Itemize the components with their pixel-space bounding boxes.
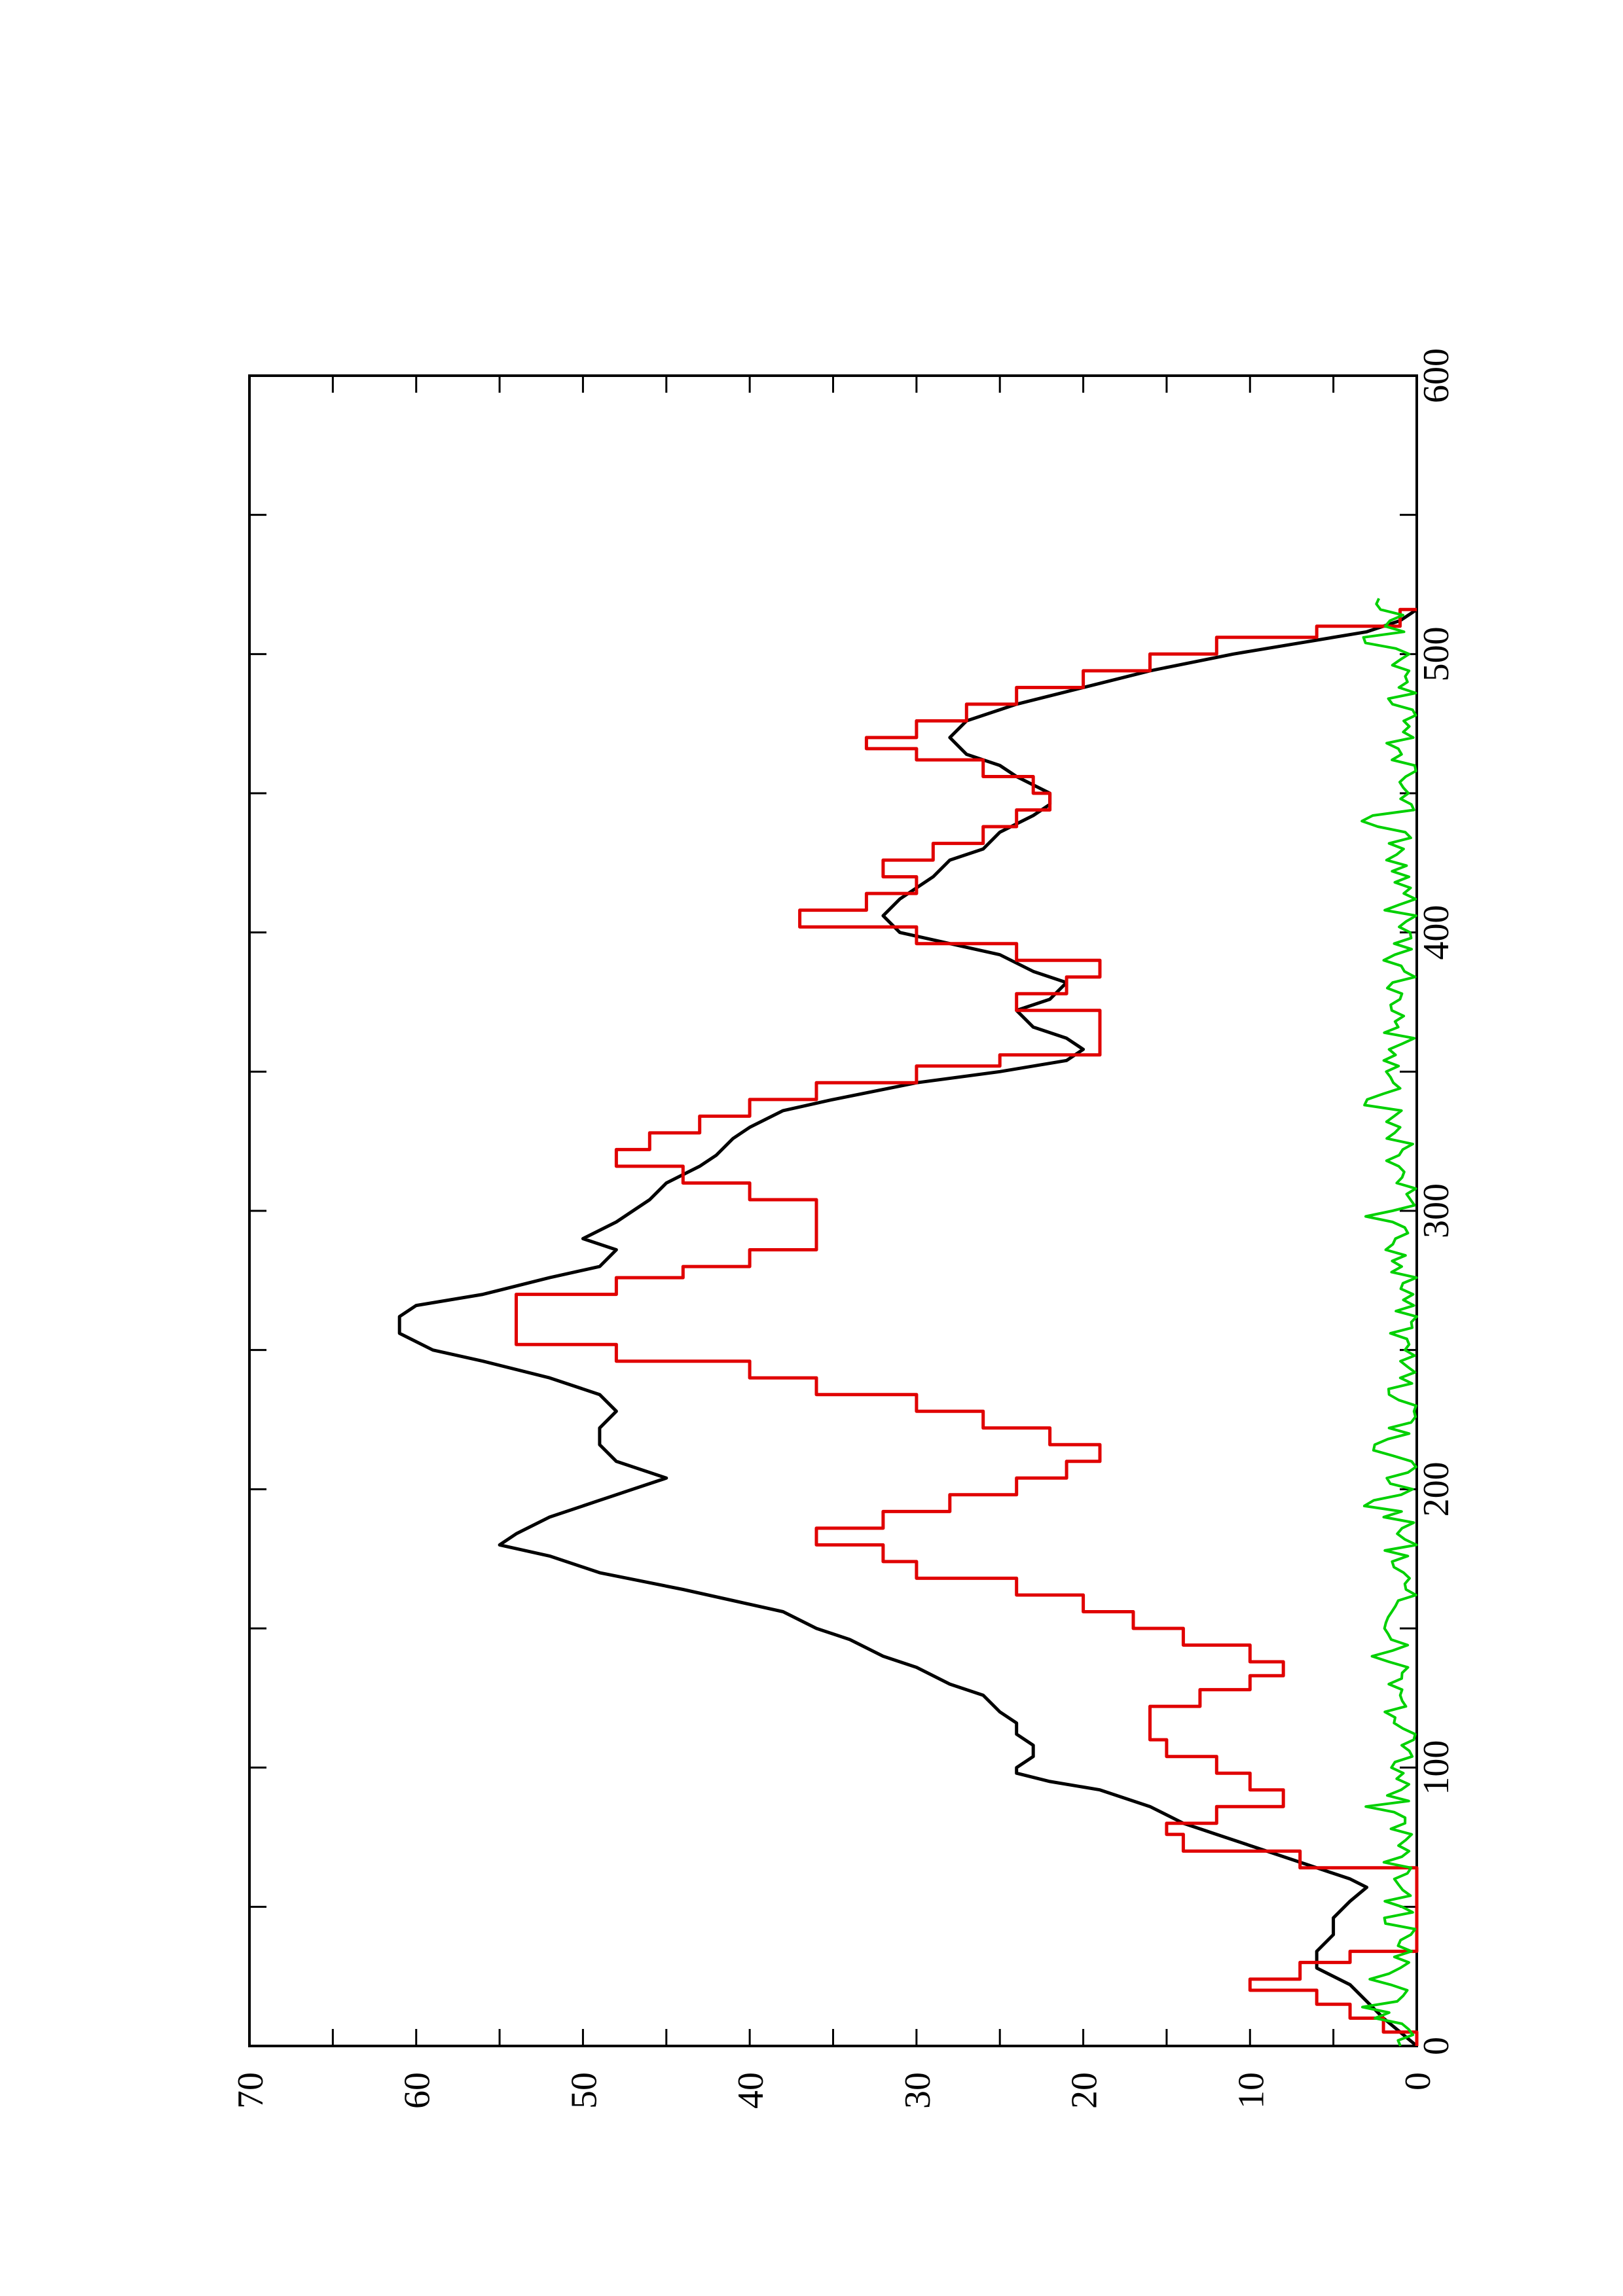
x-tick-label: 300	[1416, 1183, 1457, 1238]
y-tick-label: 30	[898, 2072, 938, 2109]
y-tick-label: 20	[1065, 2072, 1105, 2109]
y-tick-label: 40	[731, 2072, 771, 2109]
y-tick-labels: 0 10 20 30 40 50 60 70	[230, 2072, 1438, 2109]
series-layer	[397, 598, 1419, 2047]
x-tick-label: 600	[1416, 348, 1457, 403]
series-line-3	[1360, 598, 1418, 2047]
y-tick-label: 10	[1231, 2072, 1271, 2109]
y-tick-label: 0	[1398, 2072, 1438, 2090]
plot-area	[248, 374, 1418, 2047]
x-tick-label: 0	[1416, 2037, 1457, 2055]
y-tick-label: 50	[564, 2072, 604, 2109]
x-tick-label: 200	[1416, 1462, 1457, 1516]
y-tick-label: 70	[230, 2072, 271, 2109]
y-tick-label: 60	[397, 2072, 438, 2109]
x-tick-labels: 0 100 200 300 400 500 600	[1416, 348, 1457, 2055]
x-tick-label: 100	[1416, 1740, 1457, 1795]
series-line-1	[397, 608, 1418, 2047]
x-tick-label: 400	[1416, 905, 1457, 960]
minor-ticks	[249, 376, 1417, 2046]
series-line-2	[515, 607, 1419, 2046]
x-tick-label: 500	[1416, 626, 1457, 681]
